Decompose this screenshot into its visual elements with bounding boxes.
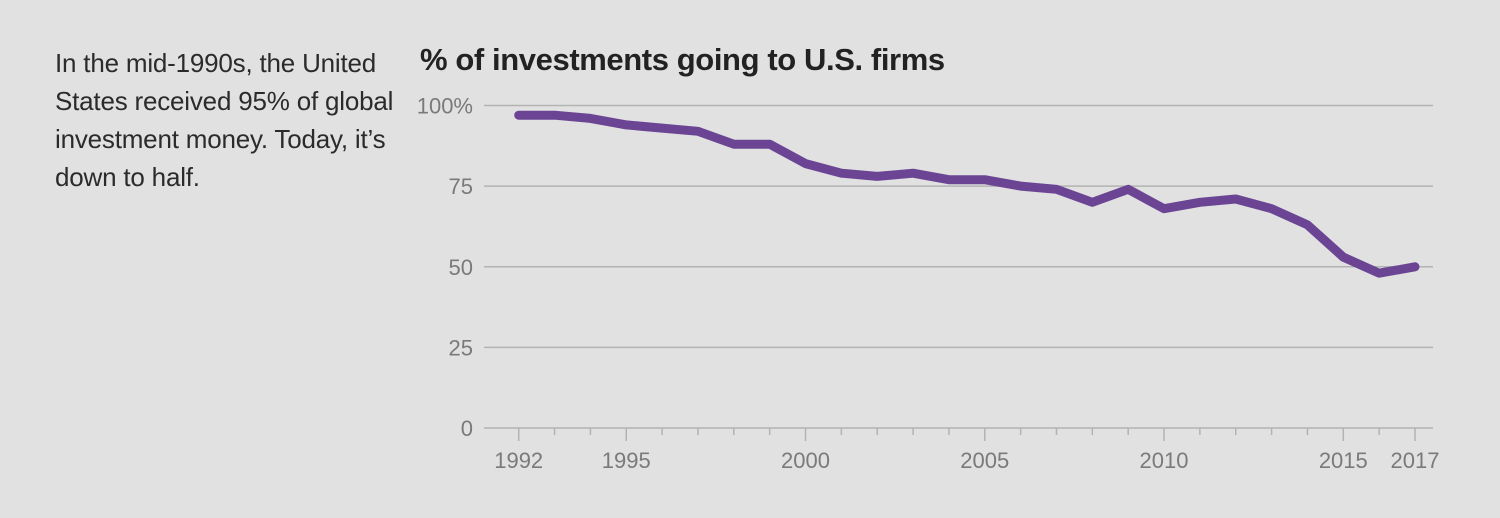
y-axis-labels: 100% 75 50 25 0: [417, 94, 473, 442]
data-point-1997: [693, 127, 702, 136]
y-tick-label: 25: [449, 335, 473, 360]
data-point-2015: [1339, 253, 1348, 262]
data-point-1992: [514, 111, 523, 120]
y-tick-label: 100%: [417, 94, 473, 119]
data-point-2016: [1375, 269, 1384, 278]
data-point-2006: [1016, 182, 1025, 191]
data-point-2010: [1160, 204, 1169, 213]
data-point-2008: [1088, 198, 1097, 207]
intro-text: In the mid-1990s, the United States rece…: [55, 48, 394, 192]
y-tick-label: 50: [449, 255, 473, 280]
series: [514, 110, 1420, 278]
x-tick-label: 2015: [1319, 448, 1368, 473]
data-point-2009: [1124, 185, 1133, 194]
y-tick-label: 0: [461, 416, 473, 441]
data-point-1993: [550, 111, 559, 120]
data-point-2000: [801, 159, 810, 168]
data-point-1995: [622, 120, 631, 129]
data-point-2013: [1267, 204, 1276, 213]
gridlines: [484, 104, 1433, 429]
data-point-1998: [729, 140, 738, 149]
data-point-2004: [944, 175, 953, 184]
data-point-2011: [1195, 198, 1204, 207]
x-tick-label: 2000: [781, 448, 830, 473]
x-tick-label: 2005: [960, 448, 1009, 473]
data-point-2014: [1303, 220, 1312, 229]
x-tick-label: 2010: [1140, 448, 1189, 473]
data-point-2003: [909, 169, 918, 178]
x-tick-label: 1995: [602, 448, 651, 473]
data-point-1996: [658, 124, 667, 133]
x-axis: 1992 1995 2000 2005 2010 2015 2017: [494, 428, 1439, 473]
data-point-2002: [873, 172, 882, 181]
data-point-2005: [980, 175, 989, 184]
data-point-1999: [765, 140, 774, 149]
data-point-1994: [586, 114, 595, 123]
data-point-2012: [1231, 195, 1240, 204]
series-line-investments-us: [514, 110, 1420, 278]
data-point-2007: [1052, 185, 1061, 194]
x-tick-label: 2017: [1391, 448, 1440, 473]
chart-title: % of investments going to U.S. firms: [420, 42, 945, 77]
data-point-2017: [1411, 262, 1420, 271]
x-tick-label: 1992: [494, 448, 543, 473]
data-point-2001: [837, 169, 846, 178]
y-tick-label: 75: [449, 174, 473, 199]
